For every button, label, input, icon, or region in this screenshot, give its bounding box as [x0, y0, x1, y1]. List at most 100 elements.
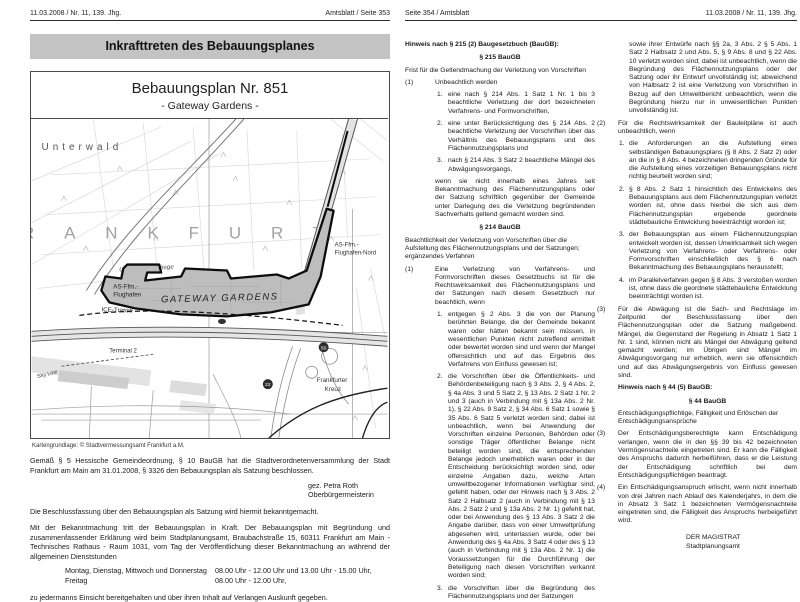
decision-paragraph: Gemäß § 5 Hessische Gemeindeordnung, § 1… — [30, 456, 390, 475]
terminal-leader-line — [61, 353, 154, 367]
svg-text:50: 50 — [321, 345, 327, 351]
hinweis-215-heading: Hinweis nach § 215 (2) Baugesetzbuch (Ba… — [405, 41, 559, 48]
header-page-number: Seite 354 / Amtsblatt — [405, 10, 470, 17]
page-header: Seite 354 / Amtsblatt 11.03.2008 / Nr. 1… — [405, 10, 797, 21]
paragraph: (3) Der Entschädigungsberechtigte kann E… — [597, 430, 797, 480]
paragraph-text: Der Entschädigungsberechtigte kann Entsc… — [618, 430, 797, 479]
paragraph: wenn sie nicht innerhalb eines Jahres se… — [405, 178, 595, 219]
paragraph-text: Unbeachtlich werden — [435, 78, 498, 86]
item-text: der Bebauungsplan aus einem Flächennutzu… — [629, 231, 797, 272]
map-label-kreuz-2: Kreuz — [325, 386, 341, 393]
map-title: Bebauungsplan Nr. 851 — [131, 80, 289, 97]
item-text: die Anforderungen an die Aufstellung ein… — [629, 140, 797, 181]
hours-time-2: 08.00 Uhr - 12.00 Uhr, — [215, 575, 287, 585]
plan-boundary-north — [326, 130, 349, 207]
paragraph-marker: (1) — [405, 78, 414, 86]
item-marker: 1. — [437, 91, 443, 99]
page-353: 11.03.2008 / Nr. 11, 139. Jhg. Amtsblatt… — [30, 10, 390, 602]
continuation-text: sowie ihrer Entwürfe nach §§ 2a, 3 Abs. … — [629, 41, 797, 115]
paragraph: (3) Für die Abwägung ist die Sach- und R… — [597, 305, 797, 381]
item-text: nach § 214 Abs. 3 Satz 2 beachtliche Män… — [448, 157, 595, 173]
list-item: 2. eine unter Berücksichtigung des § 214… — [437, 120, 595, 153]
list-item: 1. entgegen § 2 Abs. 3 die von der Planu… — [437, 311, 595, 369]
list-item: 2. die Vorschriften über die Öffentlichk… — [437, 373, 595, 580]
map-label-city: FRANKFURT — [31, 224, 353, 243]
map-title-area: Bebauungsplan Nr. 851 - Gateway Gardens … — [31, 72, 389, 118]
item-marker: 3. — [619, 231, 625, 239]
paragraph: (2) Für die Rechtswirksamkeit der Baulei… — [597, 119, 797, 137]
map-label-kreuz-1: Frankfurter — [317, 377, 348, 384]
item-text: eine nach § 214 Abs. 1 Satz 1 Nr. 1 bis … — [448, 91, 595, 115]
paragraph: (1) Eine Verletzung von Verfahrens- und … — [405, 266, 595, 307]
item-text: eine unter Berücksichtigung des § 214 Ab… — [448, 120, 595, 152]
item-marker: 2. — [619, 185, 625, 193]
item-text: § 8 Abs. 2 Satz 1 hinsichtlich des Entwi… — [629, 185, 797, 226]
item-marker: 3. — [437, 157, 443, 165]
paragraph-marker: (3) — [597, 430, 606, 438]
list-item: 3. der Bebauungsplan aus einem Flächennu… — [619, 231, 797, 272]
magistrat-signature: DER MAGISTRAT Stadtplanungsamt — [686, 533, 797, 551]
road-unterschweinstiege — [85, 119, 245, 295]
magistrat-line1: DER MAGISTRAT — [686, 533, 741, 541]
list-item: 2. § 8 Abs. 2 Satz 1 hinsichtlich des En… — [619, 186, 797, 227]
section-215-subtitle: Frist für die Geltendmachung der Verletz… — [405, 66, 587, 74]
paragraph: (1) Unbeachtlich werden — [405, 79, 595, 87]
announcement-paragraph: Die Beschlussfassung über den Bebauungsp… — [30, 506, 319, 516]
svg-text:22: 22 — [265, 382, 271, 388]
inspection-paragraph: zu jedermanns Einsicht bereitgehalten un… — [30, 592, 328, 602]
section-44-subtitle: Entschädigungspflichtige, Fälligkeit und… — [618, 409, 779, 426]
paragraph-marker: (4) — [597, 484, 606, 492]
ice-line — [79, 310, 343, 326]
header-issue: 11.03.2008 / Nr. 11, 139. Jhg. — [30, 10, 122, 17]
map-subtitle: - Gateway Gardens - — [161, 100, 259, 112]
route-badge-22: 22 — [262, 379, 273, 390]
item-text: die Vorschriften über die Öffentlichkeit… — [448, 373, 595, 580]
item-marker: 1. — [437, 311, 443, 319]
column-1: Hinweis nach § 215 (2) Baugesetzbuch (Ba… — [405, 37, 595, 601]
airport-area — [31, 356, 216, 415]
paragraph-text: Für die Abwägung ist die Sach- und Recht… — [618, 305, 797, 379]
route-badge-50: 50 — [318, 342, 329, 353]
item-marker: 4. — [619, 276, 625, 284]
magistrat-line2: Stadtplanungsamt — [686, 542, 740, 550]
forest-symbols — [61, 151, 374, 421]
section-44-heading: § 44 BauGB — [688, 397, 727, 405]
rail-curves — [268, 387, 388, 438]
map-figure: Bebauungsplan Nr. 851 - Gateway Gardens … — [30, 71, 390, 439]
map-label-as-flughafen-1: AS-Ffm.- — [113, 283, 138, 290]
paragraph-marker: (2) — [597, 119, 606, 127]
signature-block: gez. Petra Roth Oberbürgermeisterin — [308, 481, 390, 500]
map-label-as-nord-1: AS-Ffm.- — [335, 243, 359, 249]
section-214-heading: § 214 BauGB — [479, 224, 521, 232]
paragraph: (4) Ein Entschädigungsanspruch erlischt,… — [597, 484, 797, 525]
header-issue: 11.03.2008 / Nr. 11, 139. Jhg. — [705, 10, 797, 17]
map-label-terminal: Terminal 2 — [109, 348, 137, 354]
column-2: sowie ihrer Entwürfe nach §§ 2a, 3 Abs. … — [597, 37, 797, 551]
header-page-number: Amtsblatt / Seite 353 — [325, 10, 390, 17]
motorway-a3-lines — [31, 326, 388, 347]
map-label-as-flughafen-2: Flughafen — [113, 291, 141, 298]
item-text: im Parallelverfahren gegen § 8 Abs. 3 ve… — [629, 276, 797, 301]
item-text: die Vorschriften über die Begründung des… — [448, 584, 595, 600]
hours-time-1: 08.00 Uhr - 12.00 Uhr und 13.00 Uhr - 15… — [215, 566, 372, 576]
article-title: Inkrafttreten des Bebauungsplanes — [30, 34, 390, 59]
signature-title: Oberbürgermeisterin — [308, 490, 374, 500]
paragraph-text: wenn sie nicht innerhalb eines Jahres se… — [435, 177, 595, 219]
map-label-ice: ICE-Trasse — [101, 306, 133, 314]
list-item: 3. die Vorschriften über die Begründung … — [437, 585, 595, 602]
hours-days-2: Freitag — [65, 575, 88, 585]
map-credit: Kartengrundlage: © Stadtvermessungsamt F… — [32, 443, 185, 449]
signature-name: gez. Petra Roth — [308, 481, 358, 490]
list-item: 3. nach § 214 Abs. 3 Satz 2 beachtliche … — [437, 157, 595, 174]
item-marker: 3. — [437, 584, 443, 592]
hours-days-1: Montag, Dienstag, Mittwoch und Donnersta… — [65, 566, 207, 576]
list-item: 1. die Anforderungen an die Aufstellung … — [619, 140, 797, 181]
page-header: 11.03.2008 / Nr. 11, 139. Jhg. Amtsblatt… — [30, 10, 390, 21]
paragraph-marker: (1) — [405, 265, 414, 273]
site-texture — [126, 280, 293, 311]
paragraph-text: Für die Rechtswirksamkeit der Bauleitplä… — [618, 119, 797, 135]
minor-roads — [31, 374, 291, 438]
paragraph-text: Ein Entschädigungsanspruch erlischt, wen… — [618, 484, 797, 525]
item-marker: 2. — [437, 120, 443, 128]
